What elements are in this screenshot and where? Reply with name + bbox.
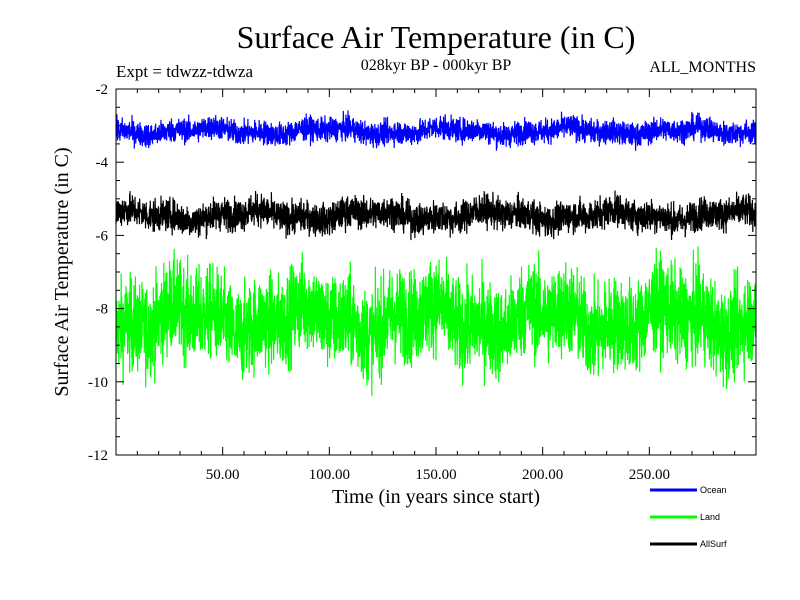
- chart-title: Surface Air Temperature (in C): [237, 19, 636, 55]
- y-tick-label: -8: [96, 302, 109, 318]
- y-tick-label: -10: [88, 375, 108, 391]
- x-tick-label: 150.00: [415, 467, 456, 483]
- series-line-ocean: [115, 110, 757, 151]
- x-tick-label: 200.00: [522, 467, 563, 483]
- series-line-land: [115, 246, 757, 396]
- x-tick-label: 100.00: [309, 467, 350, 483]
- y-axis-label: Surface Air Temperature (in C): [51, 147, 73, 396]
- y-tick-labels: -12 -10 -8 -6 -4 -2: [88, 82, 108, 464]
- x-tick-label: 50.00: [206, 467, 240, 483]
- y-tick-label: -2: [96, 82, 109, 98]
- legend-label-land: Land: [700, 512, 720, 522]
- experiment-label: Expt = tdwzz-tdwza: [116, 62, 253, 81]
- y-tick-label: -6: [96, 228, 109, 244]
- series-line-allsurf: [115, 190, 757, 241]
- x-axis-label: Time (in years since start): [332, 486, 540, 508]
- x-tick-labels: 50.00 100.00 150.00 200.00 250.00: [206, 467, 670, 483]
- ticks-layer: [116, 88, 756, 456]
- y-tick-label: -12: [88, 448, 108, 464]
- x-tick-label: 250.00: [629, 467, 670, 483]
- series-layer: [115, 110, 757, 396]
- plot-frame: [115, 88, 757, 456]
- months-label: ALL_MONTHS: [649, 59, 756, 76]
- chart-subtitle: 028kyr BP - 000kyr BP: [361, 57, 512, 74]
- legend-label-allsurf: AllSurf: [700, 539, 727, 549]
- y-tick-label: -4: [96, 155, 109, 171]
- legend-label-ocean: Ocean: [700, 485, 727, 495]
- legend: Ocean Land AllSurf: [650, 485, 727, 549]
